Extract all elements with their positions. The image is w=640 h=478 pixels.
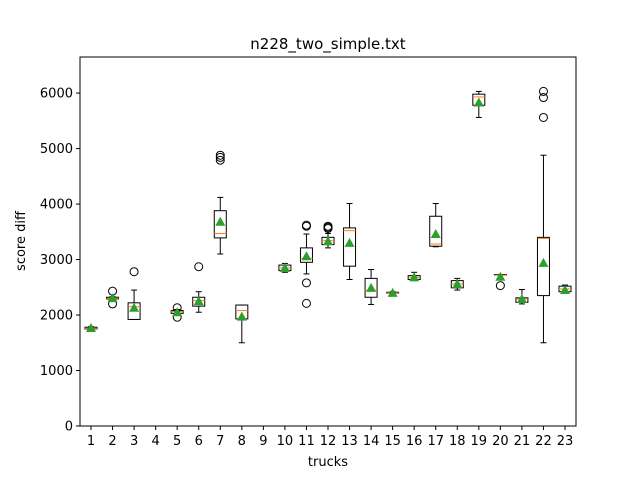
outlier-point <box>194 262 204 272</box>
box-group-1 <box>84 323 98 333</box>
outlier-point <box>538 93 548 103</box>
box-group-2 <box>106 286 120 309</box>
mean-marker <box>86 323 96 333</box>
box-group-21 <box>515 288 529 305</box>
x-tick-label: 20 <box>492 434 509 449</box>
x-tick-label: 11 <box>298 434 315 449</box>
box <box>364 277 378 298</box>
x-axis-label: trucks <box>308 455 348 470</box>
box-group-16 <box>407 271 421 282</box>
x-tick-label: 18 <box>449 434 466 449</box>
x-tick-label: 22 <box>535 434 552 449</box>
mean-marker <box>323 236 333 246</box>
mean-marker <box>538 257 549 267</box>
mean-marker <box>172 307 183 317</box>
x-tick-label: 4 <box>151 434 159 449</box>
box-group-20 <box>493 271 507 291</box>
outlier-point <box>301 298 311 308</box>
mean-marker <box>236 311 247 321</box>
y-axis-label: score diff <box>14 210 29 271</box>
box-group-18 <box>450 277 464 291</box>
x-tick-label: 2 <box>108 434 116 449</box>
x-axis: 1 2 3 4 5 6 7 8 9 10 11 12 13 14 15 16 17 18 19 20 21 22 23 <box>87 426 573 449</box>
y-tick-label: 2000 <box>40 309 73 324</box>
outlier-point <box>215 150 225 160</box>
y-tick-label: 5000 <box>40 142 73 157</box>
box-group-7 <box>213 150 227 255</box>
x-tick-label: 14 <box>363 434 380 449</box>
x-tick-label: 17 <box>427 434 444 449</box>
mean-marker <box>129 302 140 312</box>
y-tick-label: 1000 <box>40 364 73 379</box>
x-tick-label: 7 <box>216 434 224 449</box>
x-tick-label: 5 <box>173 434 181 449</box>
x-tick-label: 13 <box>341 434 358 449</box>
outlier-point <box>301 278 311 288</box>
box <box>343 227 357 267</box>
outlier-point <box>323 223 333 233</box>
mean-marker <box>409 272 420 282</box>
plot-area <box>84 86 572 344</box>
chart-title: n228_two_simple.txt <box>250 35 406 54</box>
outlier-point <box>495 281 505 291</box>
mean-marker <box>193 296 204 306</box>
x-tick-label: 21 <box>514 434 531 449</box>
mean-marker <box>107 293 118 303</box>
x-tick-label: 10 <box>277 434 294 449</box>
outlier-point <box>215 155 225 165</box>
x-tick-label: 16 <box>406 434 423 449</box>
mean-marker <box>344 237 355 247</box>
mean-marker <box>473 97 484 107</box>
x-tick-label: 8 <box>238 434 246 449</box>
box-group-8 <box>235 304 249 344</box>
mean-marker <box>516 293 527 303</box>
mean-marker <box>366 282 377 292</box>
outlier-point <box>129 267 139 277</box>
box-group-13 <box>343 202 357 281</box>
x-tick-label: 9 <box>259 434 267 449</box>
box-group-5 <box>170 303 184 322</box>
x-tick-label: 1 <box>87 434 95 449</box>
outlier-point <box>538 86 548 96</box>
mean-marker <box>430 229 441 239</box>
box-group-10 <box>278 262 292 273</box>
x-tick-label: 3 <box>130 434 138 449</box>
mean-marker <box>387 287 398 297</box>
outlier-point <box>301 221 311 231</box>
mean-marker <box>301 251 312 261</box>
x-tick-label: 23 <box>557 434 574 449</box>
y-tick-label: 6000 <box>40 87 73 102</box>
mean-marker <box>452 278 463 288</box>
x-tick-label: 12 <box>320 434 337 449</box>
y-axis: 0 1000 2000 3000 4000 5000 6000 <box>40 87 80 435</box>
mean-marker <box>215 216 226 226</box>
mean-marker <box>495 271 506 281</box>
x-tick-label: 6 <box>195 434 203 449</box>
box-group-3 <box>127 267 141 320</box>
mean-marker <box>279 262 290 272</box>
y-tick-label: 4000 <box>40 198 73 213</box>
mean-marker <box>560 285 570 295</box>
box-group-12 <box>321 221 335 249</box>
box-group-19 <box>472 90 486 118</box>
outlier-point <box>215 152 225 162</box>
box <box>429 215 443 247</box>
x-tick-label: 15 <box>384 434 401 449</box>
y-tick-label: 3000 <box>40 253 73 268</box>
box-group-17 <box>429 202 443 248</box>
box-group-14 <box>364 269 378 305</box>
outlier-point <box>538 112 548 122</box>
box-group-23 <box>558 284 572 295</box>
box-group-6 <box>192 262 206 313</box>
box-group-15 <box>386 287 400 297</box>
y-tick-label: 0 <box>65 420 73 435</box>
box-group-11 <box>299 220 313 308</box>
x-tick-label: 19 <box>471 434 488 449</box>
box <box>213 210 227 239</box>
box <box>536 236 550 297</box>
box <box>299 247 313 263</box>
box-group-22 <box>536 86 550 344</box>
